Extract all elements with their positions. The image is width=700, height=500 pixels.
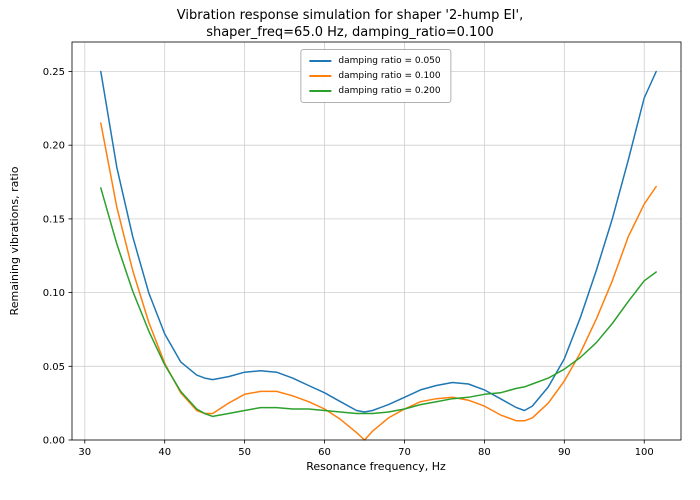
legend: damping ratio = 0.050 damping ratio = 0.… xyxy=(300,49,452,103)
series-line-0 xyxy=(100,70,657,413)
legend-label: damping ratio = 0.050 xyxy=(338,56,441,66)
legend-swatch xyxy=(309,90,332,92)
legend-item: damping ratio = 0.050 xyxy=(309,56,441,66)
chart-title: Vibration response simulation for shaper… xyxy=(176,8,524,40)
series-line-1 xyxy=(100,122,657,441)
legend-swatch xyxy=(309,75,332,77)
legend-label: damping ratio = 0.100 xyxy=(338,71,441,81)
legend-swatch xyxy=(309,60,332,62)
y-tick-label: 0.20 xyxy=(43,141,65,152)
axes-frame xyxy=(71,41,682,441)
y-tick-label: 0.25 xyxy=(43,67,65,78)
series-line-2 xyxy=(100,187,657,418)
x-axis-label: Resonance frequency, Hz xyxy=(306,460,446,473)
x-tick-label: 30 xyxy=(78,447,91,458)
y-axis-label: Remaining vibrations, ratio xyxy=(8,166,21,315)
x-tick-label: 100 xyxy=(635,447,654,458)
x-tick-label: 40 xyxy=(158,447,171,458)
x-tick-label: 70 xyxy=(398,447,411,458)
x-tick-label: 60 xyxy=(318,447,331,458)
y-tick-label: 0.10 xyxy=(43,288,65,299)
y-tick-label: 0.15 xyxy=(43,214,65,225)
legend-item: damping ratio = 0.200 xyxy=(309,86,441,96)
legend-label: damping ratio = 0.200 xyxy=(338,86,441,96)
legend-item: damping ratio = 0.100 xyxy=(309,71,441,81)
x-tick-label: 90 xyxy=(558,447,571,458)
y-tick-label: 0.00 xyxy=(43,436,65,447)
x-tick-label: 80 xyxy=(478,447,491,458)
y-tick-label: 0.05 xyxy=(43,362,65,373)
x-tick-label: 50 xyxy=(238,447,251,458)
